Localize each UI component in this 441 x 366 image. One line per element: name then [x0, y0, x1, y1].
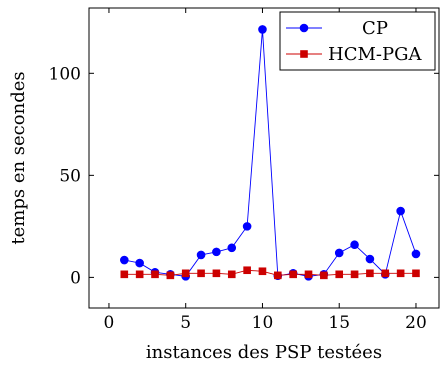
legend-cp-label: CP	[362, 18, 388, 39]
x-tick-label: 5	[180, 313, 191, 333]
series-cp-point	[396, 206, 405, 216]
series-cp-point	[350, 240, 359, 250]
series-hcm-pga-point	[120, 270, 129, 279]
series-hcm-pga-point	[350, 270, 359, 279]
series-cp-point	[365, 254, 375, 264]
legend-hcm-pga-marker	[300, 50, 308, 58]
series-hcm-pga-point	[197, 269, 205, 278]
y-tick-label: 100	[49, 64, 81, 84]
series-hcm-pga-point	[135, 270, 144, 279]
series-hcm-pga-point	[166, 271, 175, 280]
series-hcm-pga-point	[212, 269, 221, 278]
y-axis-label: temps en secondes	[8, 71, 29, 244]
series-hcm-pga-point	[366, 269, 374, 278]
series-hcm-pga-point	[181, 269, 190, 278]
series-hcm-pga-point	[320, 271, 328, 280]
series-hcm-pga-point	[258, 267, 267, 276]
series-hcm-pga-point	[396, 269, 405, 278]
series-cp-point	[135, 258, 144, 268]
series-hcm-pga-point	[412, 269, 420, 278]
legend-hcm-pga-label: HCM-PGA	[328, 44, 422, 65]
y-tick-label: 0	[70, 268, 81, 288]
legend-cp-marker	[299, 23, 309, 33]
series-cp-point	[242, 222, 252, 231]
series-hcm-pga-point	[243, 266, 251, 275]
x-tick-label: 15	[328, 313, 350, 333]
series-cp-point	[196, 250, 206, 260]
x-tick-label: 10	[252, 313, 274, 333]
series-cp-point	[212, 247, 221, 257]
series-hcm-pga-point	[289, 270, 297, 279]
series-hcm-pga-point	[335, 270, 344, 279]
series-hcm-pga-point	[274, 271, 282, 280]
series-hcm-pga-point	[304, 270, 313, 279]
series-cp-point	[411, 249, 421, 259]
y-tick-label: 50	[59, 166, 81, 186]
series-hcm-pga-point	[151, 270, 159, 279]
legend-box	[279, 11, 436, 71]
plot-frame	[88, 7, 440, 309]
series-hcm-pga-group	[120, 266, 420, 280]
x-axis-label: instances des PSP testées	[146, 342, 382, 363]
series-cp-point	[227, 243, 237, 253]
series-cp-point	[258, 25, 267, 34]
series-hcm-pga-point	[381, 269, 390, 278]
series-cp-point	[120, 255, 129, 265]
series-cp-point	[334, 248, 344, 258]
x-tick-label: 0	[104, 313, 115, 333]
x-tick-label: 20	[405, 313, 427, 333]
series-hcm-pga-point	[227, 270, 236, 279]
